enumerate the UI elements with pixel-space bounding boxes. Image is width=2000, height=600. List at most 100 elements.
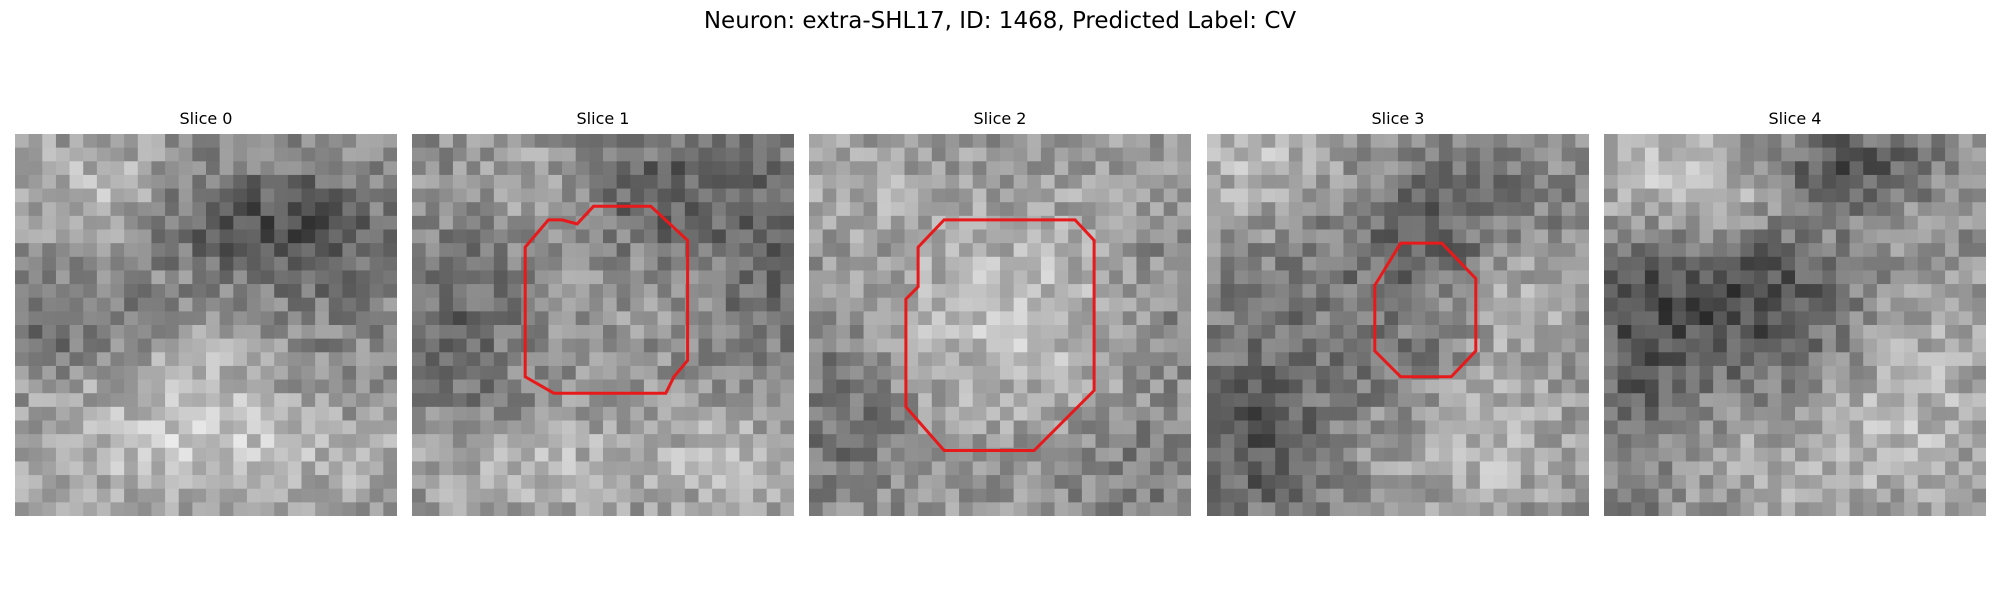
pixel-cell bbox=[1122, 393, 1138, 408]
pixel-cell bbox=[1822, 379, 1837, 394]
pixel-cell bbox=[165, 475, 180, 490]
pixel-cell bbox=[630, 379, 645, 394]
pixel-cell bbox=[1163, 393, 1178, 408]
pixel-cell bbox=[315, 406, 330, 422]
pixel-cell bbox=[1288, 202, 1304, 217]
pixel-cell bbox=[1343, 475, 1358, 490]
pixel-cell bbox=[83, 284, 98, 299]
pixel-cell bbox=[918, 475, 933, 490]
pixel-cell bbox=[315, 270, 330, 285]
pixel-cell bbox=[534, 325, 550, 340]
pixel-cell bbox=[1617, 420, 1632, 435]
pixel-cell bbox=[630, 502, 645, 516]
pixel-cell bbox=[1068, 297, 1083, 312]
pixel-cell bbox=[246, 256, 262, 272]
pixel-cell bbox=[671, 406, 686, 422]
pixel-cell bbox=[1685, 488, 1701, 503]
pixel-cell bbox=[1220, 338, 1235, 353]
pixel-cell bbox=[246, 338, 262, 353]
pixel-cell bbox=[877, 256, 892, 272]
pixel-cell bbox=[931, 502, 947, 516]
pixel-cell bbox=[178, 434, 193, 449]
pixel-cell bbox=[1027, 393, 1042, 408]
pixel-cell bbox=[165, 311, 180, 326]
pixel-cell bbox=[780, 256, 794, 272]
pixel-cell bbox=[1177, 365, 1191, 381]
pixel-cell bbox=[439, 297, 454, 312]
pixel-cell bbox=[725, 352, 741, 367]
pixel-cell bbox=[28, 243, 43, 258]
pixel-cell bbox=[1672, 174, 1687, 190]
pixel-cell bbox=[356, 502, 371, 516]
pixel-cell bbox=[452, 502, 468, 516]
pixel-cell bbox=[1136, 229, 1151, 244]
pixel-cell bbox=[260, 188, 275, 203]
pixel-cell bbox=[684, 475, 700, 490]
pixel-cell bbox=[315, 488, 330, 503]
pixel-cell bbox=[863, 365, 878, 381]
pixel-cell bbox=[589, 270, 604, 285]
pixel-cell bbox=[1548, 365, 1563, 381]
pixel-cell bbox=[725, 161, 741, 176]
pixel-cell bbox=[959, 243, 974, 258]
pixel-cell bbox=[192, 174, 207, 190]
pixel-cell bbox=[274, 365, 289, 381]
pixel-cell bbox=[1384, 284, 1399, 299]
pixel-cell bbox=[684, 215, 700, 231]
pixel-cell bbox=[1767, 434, 1782, 449]
pixel-cell bbox=[1767, 365, 1782, 381]
pixel-cell bbox=[534, 202, 550, 217]
pixel-cell bbox=[684, 502, 700, 516]
pixel-cell bbox=[986, 475, 1001, 490]
pixel-cell bbox=[945, 365, 960, 381]
pixel-cell bbox=[849, 379, 865, 394]
pixel-cell bbox=[1672, 256, 1687, 272]
pixel-cell bbox=[1040, 229, 1056, 244]
pixel-cell bbox=[287, 325, 303, 340]
pixel-cell bbox=[1795, 188, 1810, 203]
pixel-cell bbox=[1972, 352, 1986, 367]
pixel-cell bbox=[1767, 447, 1782, 463]
pixel-cell bbox=[753, 284, 768, 299]
pixel-cell bbox=[1275, 406, 1290, 422]
pixel-cell bbox=[412, 502, 427, 516]
pixel-cell bbox=[1644, 311, 1660, 326]
pixel-cell bbox=[1109, 379, 1124, 394]
pixel-cell bbox=[1466, 379, 1481, 394]
pixel-cell bbox=[657, 202, 672, 217]
pixel-cell bbox=[1740, 488, 1755, 503]
pixel-cell bbox=[493, 488, 509, 503]
pixel-cell bbox=[1644, 202, 1660, 217]
pixel-cell bbox=[1604, 174, 1619, 190]
pixel-cell bbox=[246, 215, 262, 231]
pixel-cell bbox=[137, 202, 153, 217]
pixel-cell bbox=[725, 284, 741, 299]
pixel-cell bbox=[589, 393, 604, 408]
pixel-cell bbox=[1150, 475, 1165, 490]
pixel-cell bbox=[1917, 243, 1933, 258]
pixel-cell bbox=[1658, 338, 1673, 353]
pixel-cell bbox=[945, 188, 960, 203]
pixel-cell bbox=[151, 447, 166, 463]
pixel-cell bbox=[575, 325, 590, 340]
pixel-cell bbox=[493, 188, 509, 203]
pixel-cell bbox=[1163, 461, 1178, 476]
pixel-cell bbox=[918, 147, 933, 162]
pixel-cell bbox=[233, 284, 248, 299]
pixel-cell bbox=[1931, 420, 1946, 435]
pixel-cell bbox=[1452, 447, 1467, 463]
pixel-cell bbox=[1658, 174, 1673, 190]
pixel-cell bbox=[904, 338, 919, 353]
pixel-cell bbox=[1507, 202, 1522, 217]
pixel-cell bbox=[1561, 215, 1576, 231]
pixel-cell bbox=[698, 461, 713, 476]
pixel-cell bbox=[124, 270, 139, 285]
pixel-cell bbox=[1835, 270, 1851, 285]
pixel-cell bbox=[1425, 284, 1440, 299]
pixel-cell bbox=[1370, 188, 1385, 203]
pixel-cell bbox=[1027, 406, 1042, 422]
pixel-cell bbox=[1740, 243, 1755, 258]
pixel-cell bbox=[548, 352, 563, 367]
pixel-cell bbox=[1302, 161, 1317, 176]
pixel-cell bbox=[1095, 188, 1110, 203]
